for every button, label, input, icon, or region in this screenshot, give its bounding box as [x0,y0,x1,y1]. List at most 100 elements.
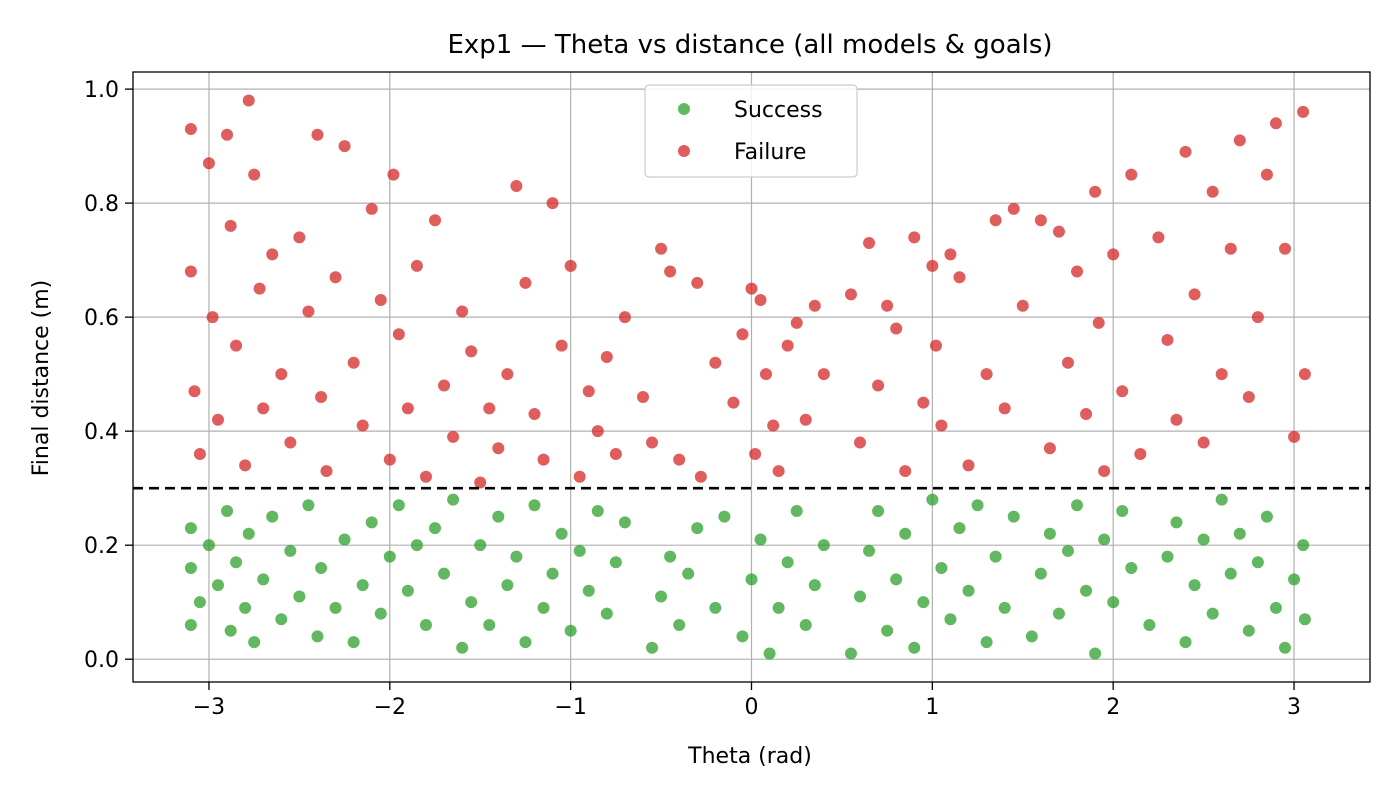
failure-point [410,259,423,272]
success-point [519,636,532,649]
failure-point [206,311,219,324]
failure-point [1179,145,1192,158]
failure-point [980,368,993,381]
failure-point [736,328,749,341]
failure-point [929,339,942,352]
failure-point [1016,299,1029,312]
failure-point [908,231,921,244]
failure-point [727,396,740,409]
x-tick-label: 1 [925,695,939,720]
failure-point [817,368,830,381]
success-point [609,556,622,569]
success-point [447,493,460,506]
failure-point [184,265,197,278]
success-point [438,567,451,580]
chart-title: Exp1 — Theta vs distance (all models & g… [447,30,1052,60]
failure-point [1052,225,1065,238]
success-point [356,579,369,592]
success-point [953,522,966,535]
success-point [221,504,234,517]
x-tick-label: −3 [193,695,225,720]
failure-point [546,197,559,210]
failure-point [447,430,460,443]
failure-point [193,447,206,460]
failure-point [691,276,704,289]
failure-point [555,339,568,352]
failure-point [1297,105,1310,118]
failure-point [1098,465,1111,478]
success-point [284,544,297,557]
success-point [202,539,215,552]
success-point [564,624,577,637]
failure-point [1125,168,1138,181]
failure-point [582,385,595,398]
success-point [465,596,478,609]
failure-point [646,436,659,449]
x-tick-label: −2 [374,695,406,720]
success-point [718,510,731,523]
failure-point [609,447,622,460]
success-point [600,607,613,620]
success-point [646,641,659,654]
failure-point [998,402,1011,415]
success-point [799,618,812,631]
success-point [555,527,568,540]
failure-point [881,299,894,312]
failure-point [600,351,613,364]
success-point [1188,579,1201,592]
success-point [790,504,803,517]
success-point [474,539,487,552]
failure-legend-marker [678,145,690,157]
failure-point [275,368,288,381]
failure-point [242,94,255,107]
failure-point [1092,316,1105,329]
success-point [293,590,306,603]
failure-point [1007,202,1020,215]
failure-point [239,459,252,472]
failure-point [863,237,876,250]
success-point [1116,504,1129,517]
success-point [591,504,604,517]
y-tick-label: 0.2 [84,534,119,559]
failure-point [1215,368,1228,381]
success-point [1279,641,1292,654]
success-point [998,601,1011,614]
success-point [989,550,1002,563]
failure-point [781,339,794,352]
success-point [745,573,758,586]
success-point [456,641,469,654]
success-point [673,618,686,631]
success-point [242,527,255,540]
success-point [410,539,423,552]
success-point [546,567,559,580]
failure-point [293,231,306,244]
success-point [329,601,342,614]
failure-point [1298,368,1311,381]
success-point [365,516,378,529]
success-point [899,527,912,540]
success-point [1206,607,1219,620]
failure-point [483,402,496,415]
failure-point [387,168,400,181]
success-point [1298,613,1311,626]
success-point [971,499,984,512]
failure-point [374,294,387,307]
x-axis-label: Theta (rad) [687,744,812,769]
failure-point [953,271,966,284]
failure-point [519,276,532,289]
success-point [781,556,794,569]
failure-point [1206,185,1219,198]
success-point [962,584,975,597]
success-point [266,510,279,523]
success-point [1224,567,1237,580]
success-point [211,579,224,592]
success-point [193,596,206,609]
x-tick-label: 0 [745,695,759,720]
failure-point [962,459,975,472]
success-point [528,499,541,512]
failure-point [211,413,224,426]
success-point [890,573,903,586]
success-point [1260,510,1273,523]
success-point [1007,510,1020,523]
